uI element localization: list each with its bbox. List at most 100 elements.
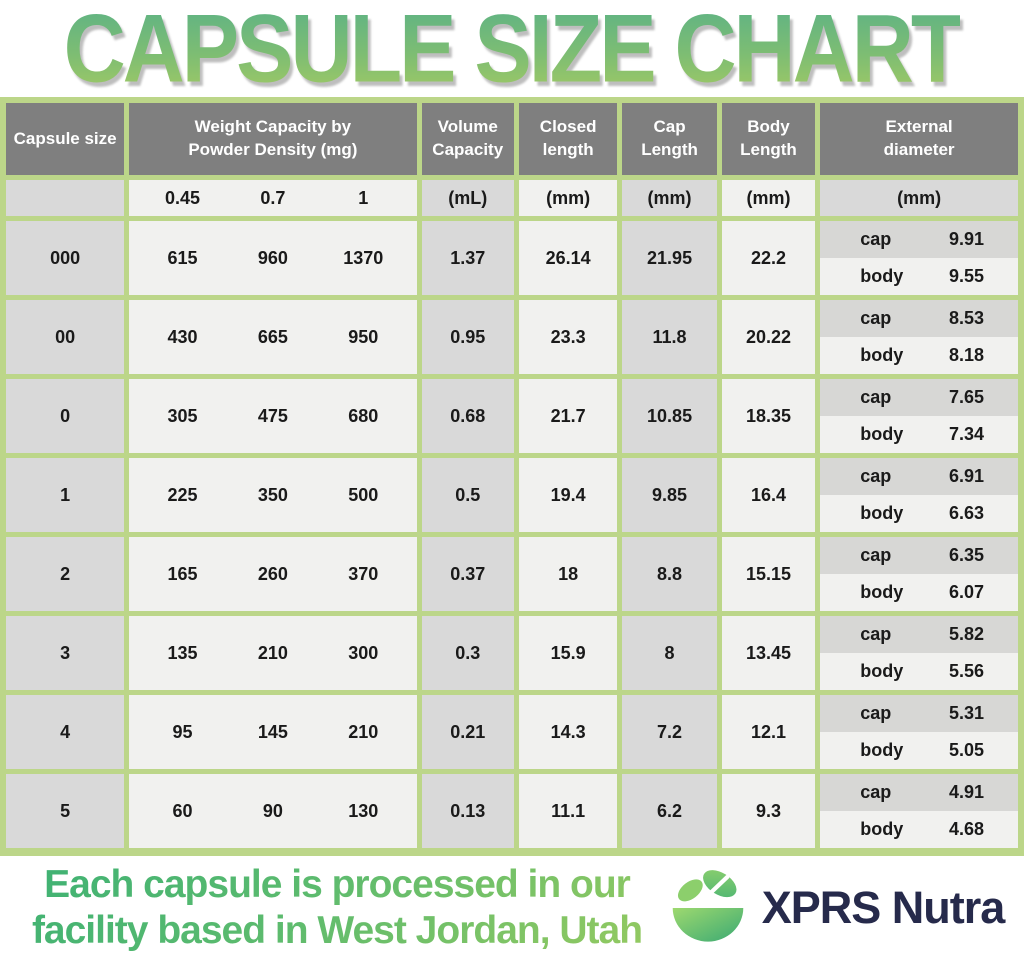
ext-cap-label: cap [860, 545, 892, 565]
external-diameter-0: cap 7.65 body 7.34 [820, 379, 1018, 453]
ext-cap-value: 5.82 [948, 624, 984, 644]
col-header-body-length: Body Length [721, 103, 816, 175]
footer-tagline: Each capsule is processed in our facilit… [14, 862, 660, 954]
col-header-volume-capacity: Volume Capacity [421, 103, 514, 175]
ext-cap-value: 5.31 [948, 703, 984, 723]
cap-length-3: 8 [622, 616, 717, 690]
ext-body-value: 7.34 [948, 424, 984, 444]
cap-length-0: 10.85 [622, 379, 717, 453]
ext-cap-value: 9.91 [948, 229, 984, 249]
ext-cap-value: 4.91 [948, 782, 984, 802]
weight-07: 90 [262, 800, 283, 821]
body-length-0: 18.35 [721, 379, 816, 453]
weight-values-000: 615 960 1370 [129, 221, 417, 295]
ext-cap-label: cap [860, 782, 892, 802]
cap-length-00: 11.8 [622, 300, 717, 374]
external-diameter-00: cap 8.53 body 8.18 [820, 300, 1018, 374]
closed-length-0: 21.7 [518, 379, 618, 453]
volume-4: 0.21 [421, 695, 514, 769]
capsule-size-00: 00 [6, 300, 125, 374]
ext-body-value: 4.68 [948, 819, 984, 839]
ext-body-label: body [860, 503, 904, 523]
weight-values-00: 430 665 950 [129, 300, 417, 374]
closed-length-1: 19.4 [518, 458, 618, 532]
body-length-2: 15.15 [721, 537, 816, 611]
density-0.45: 0.45 [164, 187, 200, 208]
ext-body-label: body [860, 424, 904, 444]
ext-cap-label: cap [860, 229, 892, 249]
ext-body-label: body [860, 740, 904, 760]
weight-values-3: 135 210 300 [129, 616, 417, 690]
footer: Each capsule is processed in our facilit… [0, 856, 1024, 966]
weight-1: 500 [348, 484, 379, 505]
title-banner: CAPSULE SIZE CHART [0, 0, 1024, 97]
closed-length-5: 11.1 [518, 774, 618, 848]
unit-external-diameter: (mm) [820, 180, 1018, 216]
external-diameter-000: cap 9.91 body 9.55 [820, 221, 1018, 295]
volume-00: 0.95 [421, 300, 514, 374]
ext-cap-value: 8.53 [948, 308, 984, 328]
ext-body-label: body [860, 582, 904, 602]
weight-07: 960 [257, 247, 288, 268]
ext-body-value: 5.05 [948, 740, 984, 760]
weight-1: 1370 [343, 247, 384, 268]
weight-07: 475 [257, 405, 288, 426]
weight-07: 145 [257, 721, 288, 742]
volume-3: 0.3 [421, 616, 514, 690]
ext-cap-label: cap [860, 703, 892, 723]
weight-045: 135 [167, 642, 198, 663]
ext-cap-label: cap [860, 624, 892, 644]
unit-body-length: (mm) [721, 180, 816, 216]
col-header-closed-length: Closed length [518, 103, 618, 175]
capsule-size-0: 0 [6, 379, 125, 453]
weight-07: 665 [257, 326, 288, 347]
ext-cap-value: 7.65 [948, 387, 984, 407]
cap-length-2: 8.8 [622, 537, 717, 611]
volume-0: 0.68 [421, 379, 514, 453]
weight-045: 430 [167, 326, 198, 347]
closed-length-4: 14.3 [518, 695, 618, 769]
capsule-size-3: 3 [6, 616, 125, 690]
capsule-size-5: 5 [6, 774, 125, 848]
external-diameter-3: cap 5.82 body 5.56 [820, 616, 1018, 690]
volume-000: 1.37 [421, 221, 514, 295]
capsule-size-4: 4 [6, 695, 125, 769]
body-length-000: 22.2 [721, 221, 816, 295]
closed-length-2: 18 [518, 537, 618, 611]
weight-045: 95 [172, 721, 193, 742]
weight-1: 950 [348, 326, 379, 347]
weight-1: 370 [348, 563, 379, 584]
density-0.7: 0.7 [260, 187, 286, 208]
unit-volume: (mL) [421, 180, 514, 216]
capsule-size-2: 2 [6, 537, 125, 611]
weight-values-0: 305 475 680 [129, 379, 417, 453]
capsule-size-000: 000 [6, 221, 125, 295]
ext-body-value: 6.63 [948, 503, 984, 523]
subheader-capsule-size-empty [6, 180, 125, 216]
ext-body-label: body [860, 345, 904, 365]
capsule-size-table: Capsule size Weight Capacity by Powder D… [0, 97, 1024, 856]
cap-length-000: 21.95 [622, 221, 717, 295]
external-diameter-1: cap 6.91 body 6.63 [820, 458, 1018, 532]
weight-07: 210 [257, 642, 288, 663]
weight-1: 210 [348, 721, 379, 742]
closed-length-3: 15.9 [518, 616, 618, 690]
weight-values-2: 165 260 370 [129, 537, 417, 611]
col-header-external-diameter: External diameter [820, 103, 1018, 175]
body-length-00: 20.22 [721, 300, 816, 374]
ext-cap-value: 6.91 [948, 466, 984, 486]
ext-cap-label: cap [860, 466, 892, 486]
ext-body-value: 5.56 [948, 661, 984, 681]
ext-cap-label: cap [860, 308, 892, 328]
brand-name: XPRS Nutra [761, 882, 1006, 933]
cap-length-5: 6.2 [622, 774, 717, 848]
weight-045: 60 [172, 800, 193, 821]
density-1: 1 [358, 187, 369, 208]
weight-values-4: 95 145 210 [129, 695, 417, 769]
closed-length-000: 26.14 [518, 221, 618, 295]
weight-1: 300 [348, 642, 379, 663]
mortar-leaf-icon [672, 870, 743, 942]
col-header-cap-length: Cap Length [622, 103, 717, 175]
unit-cap-length: (mm) [622, 180, 717, 216]
capsule-size-1: 1 [6, 458, 125, 532]
